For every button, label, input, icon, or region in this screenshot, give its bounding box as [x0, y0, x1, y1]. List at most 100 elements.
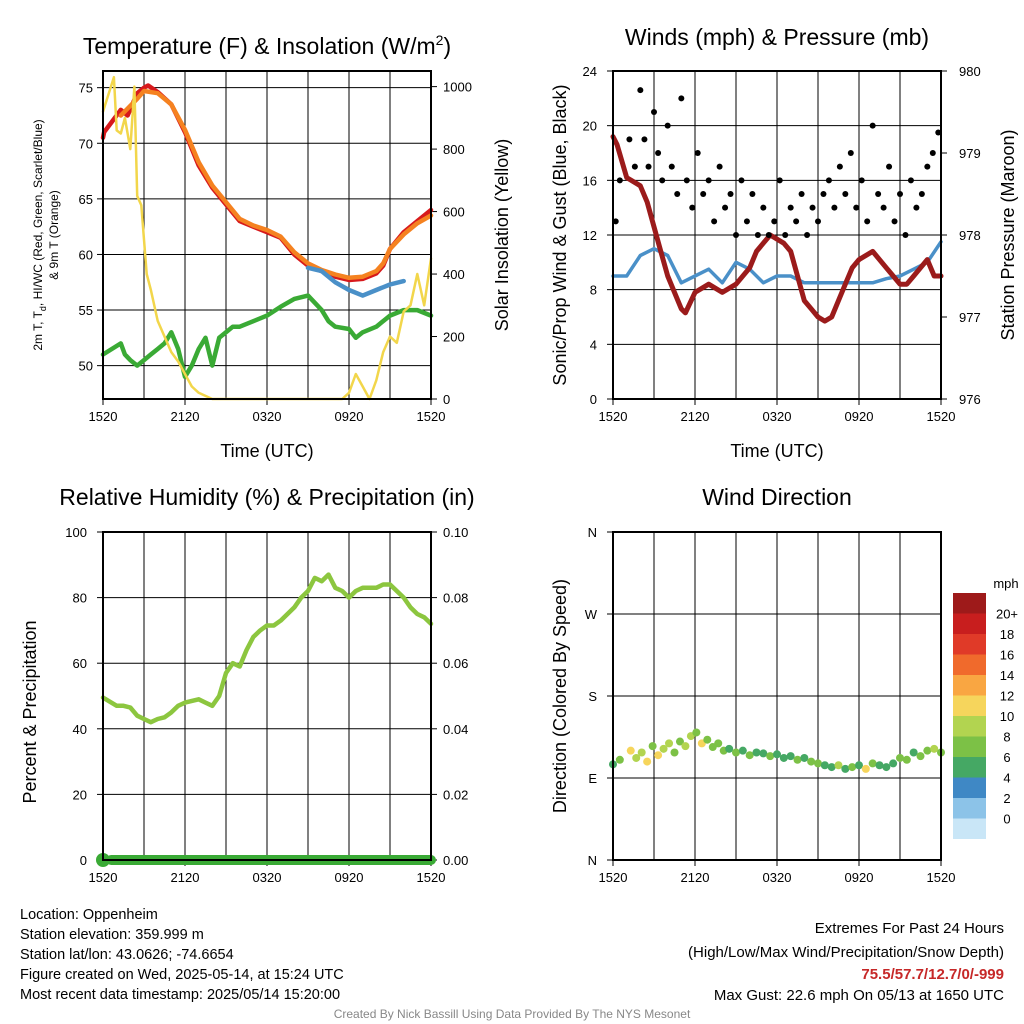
- y-axis-label-left: Sonic/Prop Wind & Gust (Blue, Black): [550, 84, 570, 385]
- legend-label: 6: [1003, 750, 1010, 765]
- series-line-9m-t: [118, 88, 434, 281]
- y-right-tick-label: 976: [959, 392, 981, 407]
- created-text: Figure created on Wed, 2025-05-14, at 15…: [20, 967, 344, 983]
- legend-swatch: [953, 798, 986, 819]
- y-axis-label-left: Percent & Precipitation: [20, 620, 40, 803]
- gust-point: [891, 218, 898, 225]
- gust-point: [722, 204, 729, 211]
- direction-point: [648, 742, 657, 751]
- gust-point: [711, 218, 718, 225]
- direction-point: [626, 746, 635, 755]
- gust-point: [842, 191, 849, 197]
- chart-title-sup: 2: [436, 32, 444, 48]
- gust-point: [738, 177, 745, 184]
- series-line-td: [100, 293, 434, 380]
- elevation-text: Station elevation: 359.999 m: [20, 927, 204, 943]
- legend-title: mph: [993, 576, 1018, 591]
- direction-point: [665, 739, 674, 748]
- y-right-tick-label: 978: [959, 228, 981, 243]
- extremes-subtitle: (High/Low/Max Wind/Precipitation/Snow De…: [688, 944, 1004, 961]
- direction-point: [714, 739, 723, 748]
- legend-label: 20+: [996, 607, 1018, 622]
- y-right-tick-label: 0.10: [443, 525, 468, 540]
- gust-point: [626, 136, 633, 143]
- x-tick-label: 1520: [599, 870, 628, 885]
- y-right-tick-label: 0.00: [443, 853, 468, 868]
- legend-label: 4: [1003, 771, 1010, 786]
- gust-point: [645, 163, 652, 170]
- y-right-tick-label: 980: [959, 64, 981, 79]
- legend-swatch: [953, 675, 986, 696]
- series-line-relative-humidity: [100, 572, 434, 725]
- y-right-tick-label: 0.06: [443, 656, 468, 671]
- direction-point: [882, 763, 891, 772]
- series-line-wc: [305, 265, 406, 298]
- gust-point: [902, 232, 909, 238]
- legend-swatch: [953, 654, 986, 675]
- x-tick-label: 0920: [335, 870, 364, 885]
- direction-point: [670, 748, 679, 757]
- y-axis-label-left-line2: & 9m T (Orange): [47, 190, 61, 280]
- chart-title: Temperature (F) & Insolation (W/m2): [83, 32, 451, 59]
- y-left-tick-label: 20: [73, 787, 87, 802]
- direction-point: [868, 759, 877, 768]
- y-right-tick-label: 0.02: [443, 787, 468, 802]
- gust-point: [815, 218, 821, 225]
- direction-point: [738, 746, 747, 755]
- direction-point: [759, 749, 768, 758]
- direction-point: [820, 761, 829, 770]
- y-left-tick-label: 20: [583, 119, 597, 134]
- y-tick-label: E: [588, 771, 597, 786]
- direction-point: [827, 763, 836, 772]
- y-left-tick-label: 40: [73, 722, 87, 737]
- y-left-tick-label: 60: [79, 247, 93, 262]
- y-left-tick-label: 100: [65, 525, 87, 540]
- plot-frame: [612, 531, 942, 861]
- direction-point: [692, 728, 701, 737]
- x-tick-label: 0320: [763, 870, 792, 885]
- gust-point: [869, 122, 876, 129]
- gust-point: [694, 150, 701, 156]
- gust-point: [787, 204, 794, 211]
- y-right-tick-label: 979: [959, 146, 981, 161]
- gust-point: [700, 191, 707, 197]
- chart-title: Wind Direction: [702, 484, 852, 510]
- x-tick-label: 0320: [253, 409, 282, 424]
- credit-text: Created By Nick Bassill Using Data Provi…: [333, 1007, 691, 1021]
- plot-frame: [102, 70, 432, 400]
- gust-point: [668, 163, 675, 170]
- direction-point: [930, 744, 939, 753]
- direction-point: [896, 753, 904, 762]
- direction-point: [773, 750, 781, 759]
- plot-frame: [102, 531, 432, 861]
- y-left-tick-label: 4: [590, 337, 597, 352]
- direction-point: [814, 759, 822, 768]
- extremes-values: 75.5/57.7/12.7/0/-999: [861, 966, 1004, 983]
- extremes-title: Extremes For Past 24 Hours: [814, 920, 1004, 937]
- gust-point: [655, 150, 662, 156]
- legend-swatch: [953, 695, 986, 716]
- direction-point: [703, 735, 712, 744]
- direction-point: [654, 751, 663, 760]
- direction-point: [637, 748, 646, 757]
- y-left-tick-label: 24: [583, 64, 597, 79]
- direction-point: [681, 742, 690, 751]
- direction-point: [841, 764, 850, 773]
- gust-point: [631, 163, 638, 170]
- gust-point: [683, 177, 690, 184]
- gust-point: [727, 191, 734, 197]
- legend-swatch: [953, 777, 986, 798]
- direction-point: [752, 748, 761, 757]
- legend-swatch: [953, 818, 986, 839]
- y-right-tick-label: 600: [443, 205, 465, 220]
- y-left-tick-label: 60: [73, 656, 87, 671]
- y-label-part: 2m T, T: [31, 310, 45, 350]
- x-tick-label: 1520: [417, 870, 446, 885]
- gust-point: [913, 204, 920, 211]
- gust-point: [804, 232, 811, 238]
- chart-title-close: ): [443, 33, 451, 59]
- gust-point: [809, 204, 816, 211]
- x-tick-label: 1520: [89, 409, 118, 424]
- direction-point: [800, 753, 809, 762]
